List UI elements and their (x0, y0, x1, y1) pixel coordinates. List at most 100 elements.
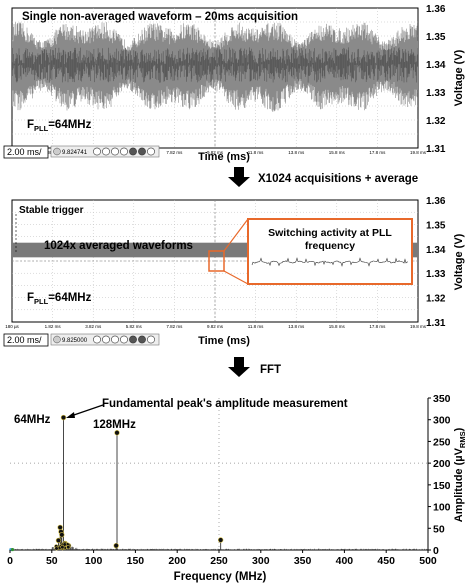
panel3-annotation-fundamental: Fundamental peak's amplitude measurement (102, 398, 348, 410)
x-tick-label: 250 (210, 555, 228, 567)
x-tick-label: 200 (168, 555, 186, 567)
y-tick-label: 1.36 (426, 4, 446, 15)
panel1-readout-value: 9.824741 (62, 150, 88, 156)
panel2-zoom-connector-top (223, 218, 249, 252)
panel3-spectrum (9, 414, 428, 552)
arrowhead-icon (66, 412, 75, 418)
x-tick-label: 0 (7, 555, 13, 567)
x-tick-label: 19.8 ms (410, 150, 427, 155)
panel2-zoom-connector-bottom (223, 270, 249, 285)
y-tick-label: 1.36 (426, 196, 446, 207)
panel2-readout-value: 9.825000 (62, 338, 88, 344)
dc-marker (10, 547, 15, 552)
peak-marker (57, 524, 63, 531)
panel1-waveform (12, 22, 418, 112)
panel1-timebase-button[interactable] (3, 145, 49, 159)
x-tick-label: 9.82 ms (207, 150, 224, 155)
x-tick-label: 13.8 ms (288, 150, 305, 155)
y-tick-label: 1.34 (426, 60, 446, 71)
panel2-x-axis-label: Time (ms) (198, 335, 250, 347)
panel2-y-axis-label: Voltage (V) (453, 233, 465, 290)
x-tick-label: 15.8 ms (329, 150, 346, 155)
waveform-core (12, 47, 418, 83)
x-tick-label: 7.82 ms (166, 324, 183, 329)
y-tick-label: 1.33 (426, 269, 446, 280)
x-tick-label: 11.8 ms (248, 150, 264, 155)
panel2-knob-icon[interactable] (53, 335, 61, 344)
panel3: 0 50 100 150 200 250 300 350 400 450 500 0 50 100 150… (7, 393, 467, 583)
y-tick-label: 1.32 (426, 116, 446, 127)
x-tick-label: 5.82 ms (126, 324, 143, 329)
panel2-x-tick-labels: 180 µs 1.82 ms 3.82 ms 5.82 ms 7.82 ms 9.82 m… (5, 324, 427, 329)
panel2-nav-buttons[interactable] (93, 335, 155, 344)
panel1-y-axis-label: Voltage (V) (453, 49, 465, 106)
panel1-knob-icon[interactable] (53, 147, 61, 156)
panel2-zoom-marker (208, 250, 225, 272)
x-tick-label: 19.8 ms (410, 324, 427, 329)
y-tick-label: 1.31 (426, 144, 446, 155)
panel3-x-axis-label: Frequency (MHz) (174, 571, 267, 583)
x-tick-label: 300 (252, 555, 270, 567)
panel1-nav-buttons[interactable] (93, 147, 155, 156)
peak-marker (114, 430, 120, 436)
x-tick-label: 350 (294, 555, 312, 567)
cluster-marker (66, 545, 71, 550)
x-tick-label: 3.82 ms (85, 324, 102, 329)
panel2-avg-label: 1024x averaged waveforms (44, 240, 193, 252)
inset-trace (251, 257, 409, 267)
panel1-x-axis-label: Time (ms) (198, 151, 250, 163)
cluster-marker (60, 545, 65, 550)
x-tick-label: 9.82 ms (207, 324, 224, 329)
y-tick-label: 50 (433, 523, 445, 535)
panel3-annotation-64mhz: 64MHz (14, 414, 51, 426)
peak-marker (59, 532, 65, 538)
y-tick-label: 1.31 (426, 318, 446, 329)
panel1-scope-controls: 2.00 ms/ 9.824741 (3, 145, 160, 159)
x-tick-label: 1.82 ms (45, 324, 62, 329)
y-tick-label: 1.35 (426, 220, 446, 231)
y-tick-label: 0 (433, 545, 439, 557)
x-tick-label: 150 (127, 555, 145, 567)
arrow-step2-label: FFT (260, 364, 281, 376)
panel1-y-tick-labels: 1.31 1.32 1.33 1.34 1.35 1.36 (426, 4, 446, 155)
y-tick-label: 100 (433, 502, 451, 514)
x-tick-label: 400 (336, 555, 354, 567)
peak-marker (55, 537, 62, 544)
panel2-scope-controls: 2.00 ms/ 9.825000 (3, 333, 160, 347)
y-tick-label: 1.34 (426, 245, 446, 256)
x-tick-label: 17.8 ms (369, 324, 386, 329)
x-tick-label: 17.8 ms (369, 150, 386, 155)
y-tick-label: 200 (433, 458, 451, 470)
panel3-y-axis-label: Amplitude (µVRMS) (453, 427, 467, 522)
down-arrow-icon (228, 167, 250, 187)
x-tick-label: 500 (419, 555, 437, 567)
cluster-marker (62, 542, 67, 547)
peak-marker (113, 542, 119, 549)
panel2: Stable trigger 1024x averaged waveforms … (3, 196, 465, 347)
panel2-zoom-label-1: Switching activity at PLL (268, 227, 392, 239)
arrow-step1: X1024 acquisitions + average (228, 167, 418, 187)
noise-floor (9, 546, 428, 550)
down-arrow-icon (228, 357, 250, 377)
arrow-step1-label: X1024 acquisitions + average (258, 173, 418, 185)
x-tick-label: 13.8 ms (288, 324, 305, 329)
panel3-y-tick-labels: 0 50 100 150 200 250 300 350 (428, 393, 451, 557)
panel3-annotation-arrow (70, 404, 104, 417)
y-tick-label: 300 (433, 415, 451, 427)
panel2-timebase-button[interactable] (3, 333, 49, 347)
panel2-y-tick-labels: 1.31 1.32 1.33 1.34 1.35 1.36 (426, 196, 446, 329)
panel3-x-tick-labels: 0 50 100 150 200 250 300 350 400 450 500 (7, 550, 437, 567)
panel2-timebase-value: 2.00 ms/ (7, 335, 42, 345)
panel2-zoom-inset (247, 218, 413, 285)
cluster-marker (54, 546, 59, 551)
y-tick-label: 1.33 (426, 88, 446, 99)
x-tick-label: 15.8 ms (329, 324, 346, 329)
panel1: Single non-averaged waveform – 20ms acqu… (3, 4, 465, 163)
x-tick-label: 7.82 ms (166, 150, 183, 155)
y-tick-label: 150 (433, 480, 451, 492)
y-tick-label: 350 (433, 393, 451, 405)
panel2-zoom-label-2: frequency (305, 240, 355, 252)
x-tick-label: 50 (46, 555, 58, 567)
panel2-zoom-inset-waveform (251, 257, 409, 267)
